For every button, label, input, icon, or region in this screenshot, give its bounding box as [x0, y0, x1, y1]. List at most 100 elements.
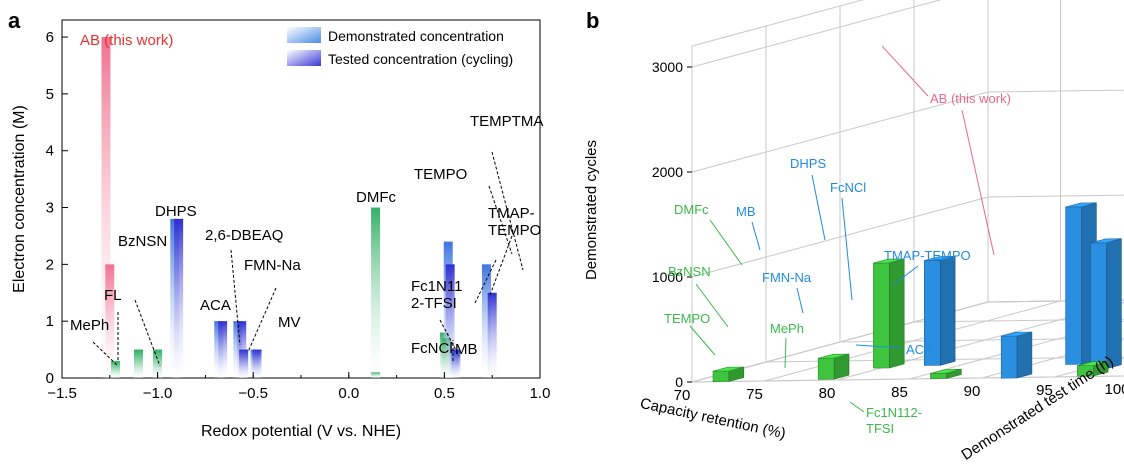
bar3d-side-face: [1106, 238, 1122, 370]
bar-label: MePh: [770, 321, 804, 336]
z-tick-label: 2000: [652, 164, 683, 180]
legend-label-demonstrated: Demonstrated concentration: [328, 28, 504, 44]
bar-demonstrated: [101, 37, 111, 379]
x-gridline: [764, 0, 1061, 382]
bar3d-front-face: [1000, 335, 1018, 379]
x-tick-label: −1.0: [143, 385, 173, 402]
y-axis-title: Electron concentration (M): [11, 105, 28, 293]
y-axis-title: Demonstrated test time (h): [958, 353, 1116, 464]
bar-demonstrated: [371, 207, 381, 378]
legend-label-tested: Tested concentration (cycling): [328, 51, 513, 67]
bar3d-side-face: [939, 255, 956, 366]
z-tick-label: 3000: [652, 59, 683, 75]
y-tick-label: 2: [46, 256, 54, 273]
bar-label: TEMPO: [664, 311, 710, 326]
bar-label: AB (this work): [930, 91, 1011, 106]
bar3d: [1090, 238, 1122, 370]
panel-b-letter: b: [586, 8, 599, 33]
bar3d: [923, 255, 956, 366]
bar3d: [1077, 361, 1109, 377]
label-arrow: [841, 197, 853, 301]
bar-label: BzNSN: [668, 264, 711, 279]
bar-label: BzNSN: [118, 233, 167, 250]
bar3d-front-face: [817, 357, 835, 380]
bar3d-top-face: [1090, 238, 1122, 244]
bar-label: Fc1N112-TFSI: [866, 405, 922, 436]
label-arrow: [961, 109, 995, 256]
bar3d: [817, 353, 850, 380]
y-tick-label: 6: [46, 29, 54, 46]
x-axis-title: Redox potential (V vs. NHE): [201, 423, 401, 440]
z-gridline: [691, 89, 1124, 173]
bar3d-top-face: [712, 366, 744, 372]
bar-tested: [133, 349, 143, 378]
bar3d-top-face: [1001, 331, 1032, 337]
bar3d: [930, 368, 962, 380]
label-leader: [439, 319, 460, 357]
bar-tested: [237, 321, 247, 378]
x-tick-label: 1.0: [530, 385, 551, 402]
label-arrow: [849, 401, 865, 413]
label-arrow: [811, 174, 826, 241]
bar3d-top-face: [1065, 202, 1097, 208]
bar3d-side-face: [833, 353, 850, 380]
bar-label: DHPS: [155, 203, 197, 220]
y-tick-label: 4: [46, 143, 54, 160]
bar-label: ACA: [906, 342, 933, 357]
label-arrow: [881, 45, 929, 97]
x-tick-label: 95: [1036, 382, 1053, 399]
z-gridline: [691, 194, 1124, 278]
label-leader: [230, 249, 241, 346]
plot-frame: [61, 19, 541, 379]
bar-tested: [105, 264, 115, 378]
legend-swatch-demonstrated: [287, 27, 321, 43]
bar3d: [873, 258, 905, 369]
legend-swatch-tested: [287, 50, 321, 66]
bar-tested: [239, 349, 249, 378]
x-tick-label: 75: [746, 386, 763, 403]
label-arrow: [751, 221, 761, 251]
x-axis-title: Capacity retention (%): [639, 395, 788, 442]
panel-a-bar-chart: −1.5 −1.0 −0.5 0.0 0.5 1.0 0 1 2 3 4 5 6 Redox potent…: [11, 19, 551, 440]
bar-label: DMFc: [674, 202, 709, 217]
z-gridline: [691, 0, 942, 68]
bar-label: 2,6-DBEAQ: [205, 227, 283, 244]
bar-label: DMFc: [356, 189, 396, 206]
bar3d-front-face: [712, 370, 730, 383]
bar3d-front-face: [1065, 206, 1082, 365]
x-tick-label: −1.5: [47, 385, 77, 402]
label-arrow: [784, 337, 787, 369]
label-leader: [474, 259, 497, 304]
bar-label: DHPS: [790, 156, 826, 171]
label-leader: [488, 185, 513, 255]
bar-tested: [252, 349, 262, 378]
y-tick-label: 1: [46, 313, 54, 330]
label-arrow: [695, 283, 729, 328]
y-gridline: [839, 6, 1124, 343]
y-gridline: [987, 0, 1124, 303]
bar-tested: [174, 218, 184, 378]
y-gridline: [913, 0, 1124, 323]
bar3d-side-face: [1016, 331, 1033, 379]
bar3d-side-face: [889, 258, 905, 369]
bar-tested: [153, 349, 163, 378]
label-leader: [134, 299, 161, 367]
bar-label: MV: [278, 314, 301, 331]
bar-label: FcNCl: [830, 180, 866, 195]
bar-label: FMN-Na: [762, 270, 812, 285]
label-leader: [92, 341, 119, 367]
bar-label: FMN-Na: [244, 257, 301, 274]
label-arrow: [892, 265, 919, 286]
bar-label: MB: [736, 204, 756, 219]
x-tick-label: 80: [819, 385, 836, 402]
x-tick-label: 100: [1104, 381, 1124, 398]
bar-tested: [111, 360, 121, 378]
back-walls: [691, 0, 1124, 383]
label-arrow: [855, 344, 903, 349]
bar-tested: [218, 321, 228, 378]
bar-demonstrated: [481, 264, 491, 378]
z-tick-label: 0: [675, 374, 683, 390]
bar-label: TEMPO: [414, 166, 467, 183]
label-leader: [247, 287, 277, 353]
bar3d-top-face: [930, 368, 962, 374]
